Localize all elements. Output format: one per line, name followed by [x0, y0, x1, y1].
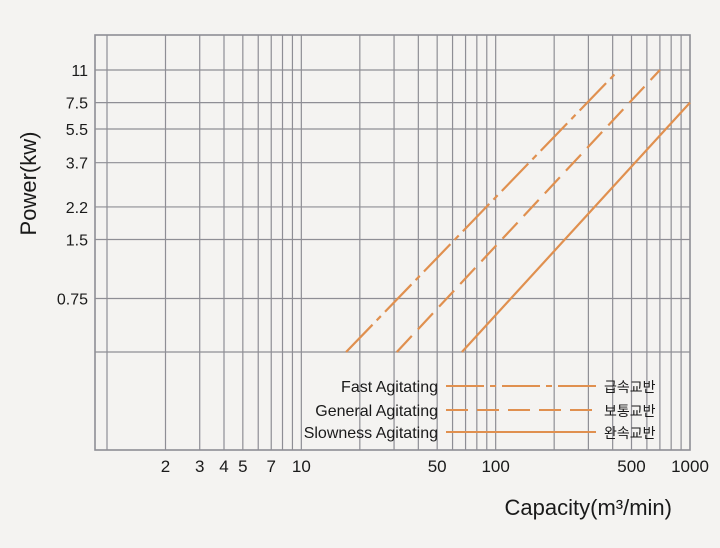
- x-tick-label: 100: [481, 457, 509, 476]
- legend-label-kr: 완속교반: [604, 426, 656, 442]
- legend-label-kr: 보통교반: [604, 404, 656, 420]
- x-tick-label: 3: [195, 457, 204, 476]
- y-tick-label: 7.5: [66, 96, 88, 113]
- y-tick-label: 2.2: [66, 200, 88, 217]
- x-tick-label: 4: [219, 457, 228, 476]
- series-line: [395, 69, 661, 353]
- x-tick-label: 5: [238, 457, 247, 476]
- y-tick-label: 11: [71, 63, 88, 80]
- legend-label-kr: 급속교반: [604, 380, 656, 396]
- x-tick-label: 7: [266, 457, 275, 476]
- x-tick-label: 10: [292, 457, 311, 476]
- x-tick-label: 1000: [671, 457, 709, 476]
- series-line: [345, 69, 620, 353]
- x-tick-label: 500: [617, 457, 645, 476]
- y-tick-label: 1.5: [66, 233, 88, 250]
- legend-label: General Agitating: [315, 403, 438, 420]
- x-tick-label: 50: [428, 457, 447, 476]
- y-tick-label: 3.7: [66, 156, 88, 173]
- y-axis-title: Power(kw): [16, 132, 41, 236]
- y-tick-label: 0.75: [57, 292, 88, 309]
- plot-border: [94, 34, 691, 451]
- y-tick-label: 5.5: [66, 122, 88, 139]
- x-axis-title: Capacity(m³/min): [505, 495, 672, 520]
- x-tick-label: 2: [161, 457, 170, 476]
- legend-label: Fast Agitating: [341, 379, 438, 396]
- series-line: [461, 101, 691, 353]
- legend-label: Slowness Agitating: [304, 425, 438, 442]
